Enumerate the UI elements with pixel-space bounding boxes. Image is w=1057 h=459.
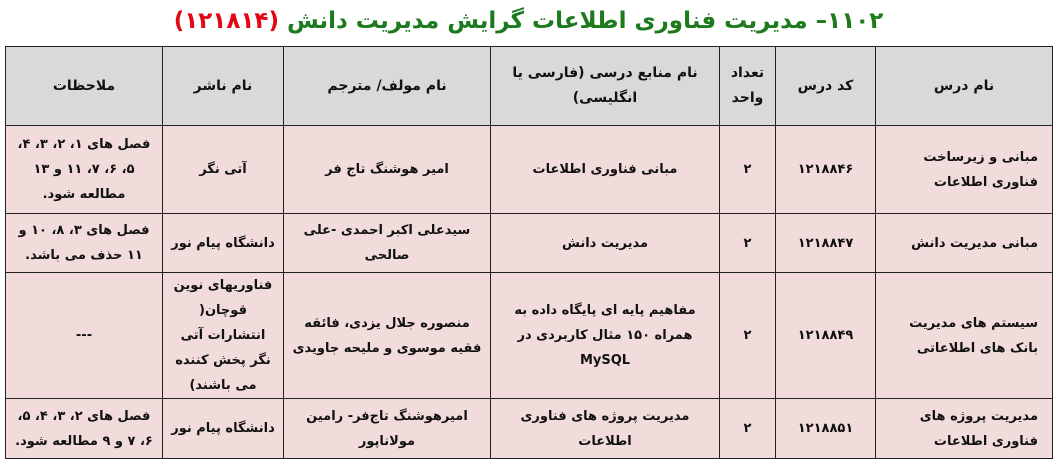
table-row: مبانی و زیرساخت فناوری اطلاعات ۱۲۱۸۸۴۶ ۲… — [5, 125, 1053, 214]
publisher: فناوریهای نوین قوچان( انتشارات آتی نگر پ… — [162, 272, 284, 399]
header-source: نام منابع درسی (فارسی یا انگلیسی) — [490, 46, 720, 126]
author: امیرهوشنگ تاج‌فر- رامین مولاناپور — [283, 398, 491, 459]
publisher: دانشگاه پیام نور — [162, 398, 284, 459]
header-author: نام مولف/ مترجم — [283, 46, 491, 126]
author: سیدعلی اکبر احمدی -علی صالحی — [283, 213, 491, 273]
publisher: آتی نگر — [162, 125, 284, 214]
header-publisher: نام ناشر — [162, 46, 284, 126]
source: مفاهیم پایه ای پایگاه داده به همراه ۱۵۰ … — [490, 272, 720, 399]
units: ۲ — [719, 213, 776, 273]
title-main: ۱۱۰۲– مدیریت فناوری اطلاعات گرایش مدیریت… — [286, 8, 884, 34]
course-code: ۱۲۱۸۸۴۷ — [775, 213, 876, 273]
table-row: سیستم های مدیریت بانک های اطلاعاتی ۱۲۱۸۸… — [5, 272, 1053, 399]
source: مدیریت دانش — [490, 213, 720, 273]
notes: --- — [5, 272, 163, 399]
source: مدیریت پروژه های فناوری اطلاعات — [490, 398, 720, 459]
notes: فصل های ۳، ۸، ۱۰ و ۱۱ حذف می باشد. — [5, 213, 163, 273]
course-name: مبانی و زیرساخت فناوری اطلاعات — [875, 125, 1053, 214]
header-notes: ملاحظات — [5, 46, 163, 126]
header-row: نام درس کد درس تعداد واحد نام منابع درسی… — [5, 46, 1053, 126]
title-code: (۱۲۱۸۱۴) — [173, 8, 279, 34]
course-code: ۱۲۱۸۸۵۱ — [775, 398, 876, 459]
source: مبانی فناوری اطلاعات — [490, 125, 720, 214]
table-row: مدیریت پروژه های فناوری اطلاعات ۱۲۱۸۸۵۱ … — [5, 398, 1053, 459]
header-units: تعداد واحد — [719, 46, 776, 126]
course-code: ۱۲۱۸۸۴۹ — [775, 272, 876, 399]
units: ۲ — [719, 272, 776, 399]
header-course-name: نام درس — [875, 46, 1053, 126]
table-row: مبانی مدیریت دانش ۱۲۱۸۸۴۷ ۲ مدیریت دانش … — [5, 213, 1053, 273]
course-table: نام درس کد درس تعداد واحد نام منابع درسی… — [5, 46, 1053, 459]
page-title: ۱۱۰۲– مدیریت فناوری اطلاعات گرایش مدیریت… — [0, 4, 1057, 38]
notes: فصل های ۲، ۳، ۴، ۵، ۶، ۷ و ۹ مطالعه شود. — [5, 398, 163, 459]
course-name: سیستم های مدیریت بانک های اطلاعاتی — [875, 272, 1053, 399]
course-name: مدیریت پروژه های فناوری اطلاعات — [875, 398, 1053, 459]
units: ۲ — [719, 125, 776, 214]
notes: فصل های ۱، ۲، ۳، ۴، ۵، ۶، ۷، ۱۱ و ۱۳ مطا… — [5, 125, 163, 214]
header-course-code: کد درس — [775, 46, 876, 126]
course-code: ۱۲۱۸۸۴۶ — [775, 125, 876, 214]
units: ۲ — [719, 398, 776, 459]
publisher: دانشگاه پیام نور — [162, 213, 284, 273]
course-name: مبانی مدیریت دانش — [875, 213, 1053, 273]
author: منصوره جلال یزدی، فائقه فقیه موسوی و ملی… — [283, 272, 491, 399]
author: امیر هوشنگ تاج فر — [283, 125, 491, 214]
